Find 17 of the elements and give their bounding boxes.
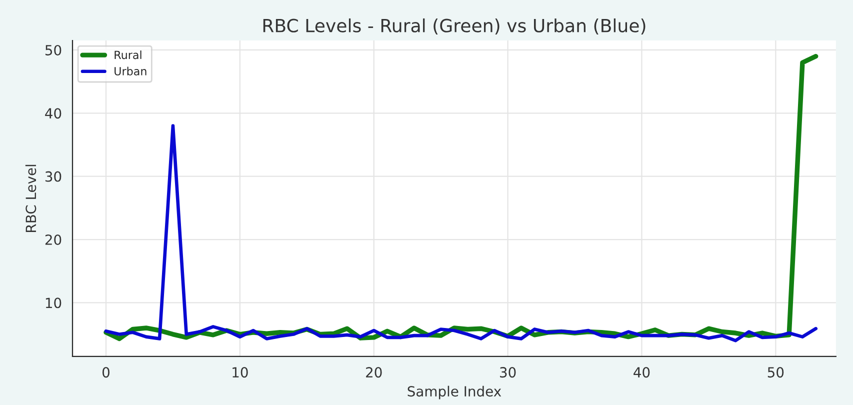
y-tick-label: 50 <box>45 44 62 56</box>
chart-title: RBC Levels - Rural (Green) vs Urban (Blue) <box>263 18 646 35</box>
line-series <box>104 124 818 342</box>
x-tick-label: 30 <box>500 367 516 378</box>
x-tick-label: 40 <box>634 367 650 378</box>
x-tick-label: 20 <box>366 367 382 378</box>
legend-label: Urban <box>114 66 146 76</box>
y-tick-label: 40 <box>45 108 62 119</box>
x-tick-label: 10 <box>232 367 248 378</box>
legend-label: Rural <box>114 50 142 60</box>
y-tick-label: 20 <box>45 234 62 245</box>
y-tick-label: 30 <box>45 171 62 182</box>
x-axis-title: Sample Index <box>408 386 502 400</box>
x-tick-label: 0 <box>102 367 110 378</box>
y-tick-label: 10 <box>46 298 62 308</box>
x-tick-label: 50 <box>768 367 784 378</box>
y-axis-title: RBC Level <box>25 164 36 232</box>
